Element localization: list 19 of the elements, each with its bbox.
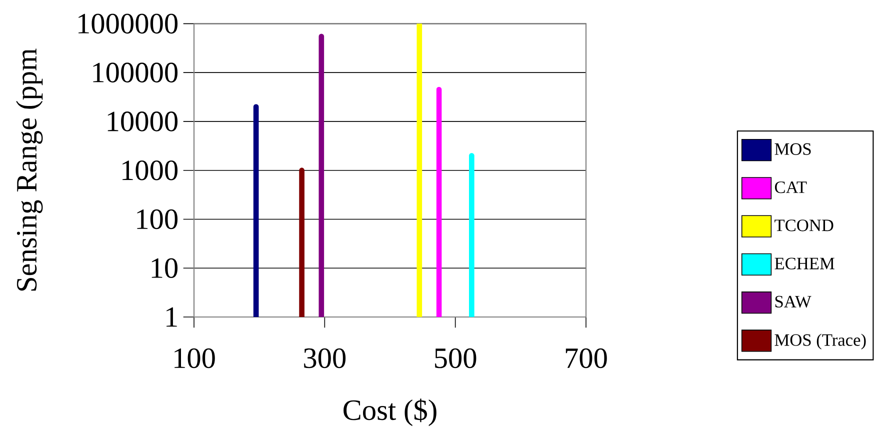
x-tick-label: 700 (566, 348, 607, 368)
y-tick-label: 1 (166, 307, 177, 327)
x-tick-label: 100 (174, 348, 215, 368)
y-tick-label: 10000 (108, 112, 178, 132)
legend-label: CAT (774, 181, 807, 194)
legend-label: ECHEM (774, 258, 834, 270)
y-axis-title: Sensing Range (ppm (16, 48, 43, 291)
y-tick-label: 1000 (122, 160, 178, 180)
x-tick-label: 300 (304, 348, 346, 368)
y-tick-label: 100000 (93, 62, 178, 82)
legend-label: SAW (775, 296, 812, 308)
legend-label: MOS (774, 143, 811, 155)
y-tick-label: 1000000 (78, 14, 178, 34)
y-tick-label: 10 (152, 258, 178, 278)
y-tick-label: 100 (137, 209, 178, 230)
x-axis-title: Cost ($) (344, 398, 436, 426)
legend-label: TCOND (774, 220, 834, 232)
legend-label: MOS (Trace) (774, 334, 866, 350)
x-tick-label: 500 (435, 348, 476, 368)
